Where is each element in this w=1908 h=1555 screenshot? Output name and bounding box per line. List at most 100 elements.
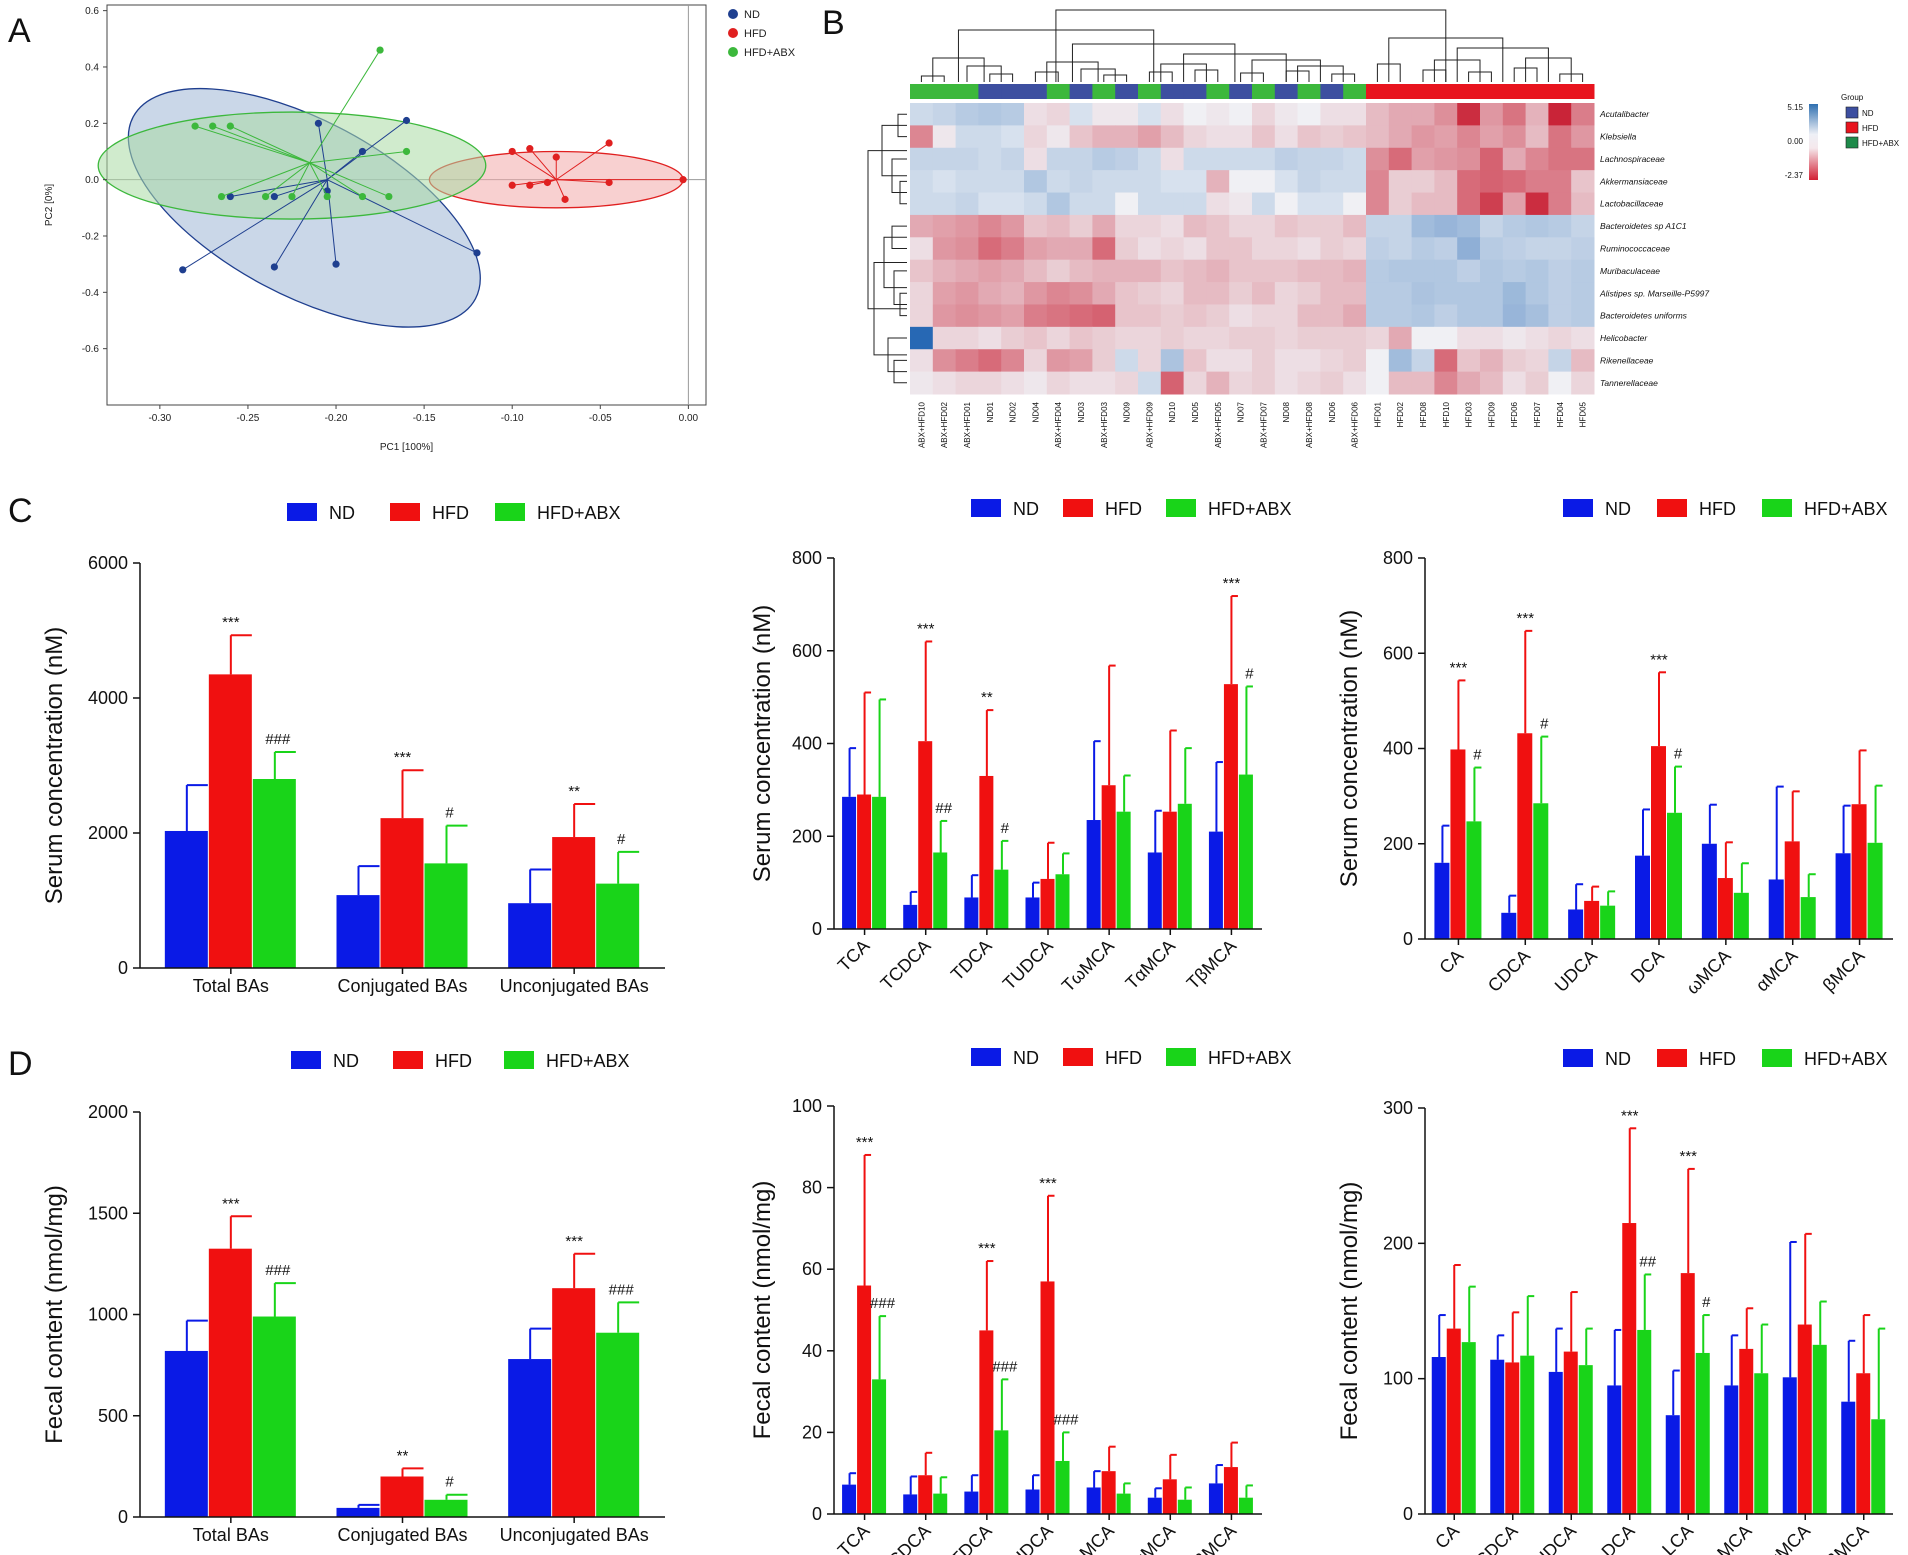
- xtick-label: TCA: [834, 1521, 874, 1555]
- ytick-label: 100: [1383, 1369, 1413, 1389]
- bar-hfd: [1680, 1273, 1695, 1514]
- bar-hfd-abx: [1055, 1460, 1070, 1514]
- legend-swatch: [291, 1051, 321, 1069]
- heatmap-cell: [1024, 237, 1048, 261]
- heatmap-col-label: ABX+HFD05: [1214, 401, 1223, 448]
- heatmap-cell: [1343, 170, 1367, 194]
- heatmap-cell: [1252, 326, 1276, 350]
- pca-spoke: [317, 123, 328, 180]
- legend-swatch: [1563, 499, 1593, 517]
- bar-hfd-abx: [1238, 774, 1253, 929]
- xtick-label: Unconjugated BAs: [500, 1525, 649, 1545]
- bar-nd: [1086, 820, 1101, 929]
- pca-point: [508, 181, 516, 189]
- pca-point: [552, 153, 560, 161]
- heatmap-cell: [1434, 214, 1458, 238]
- heatmap-col-label: ND01: [986, 401, 995, 422]
- heatmap-cell: [1001, 237, 1025, 261]
- heatmap-cell: [1343, 192, 1367, 216]
- bar-hfd: [1622, 1223, 1637, 1514]
- heatmap-cell: [1252, 103, 1276, 126]
- significance-label: ***: [394, 749, 412, 766]
- heatmap-legend-label: ND: [1862, 109, 1874, 118]
- heatmap-legend-label: HFD+ABX: [1862, 139, 1900, 148]
- significance-label: **: [397, 1447, 409, 1464]
- pca-legend-marker: [728, 9, 738, 19]
- heatmap-cell: [1525, 125, 1549, 149]
- heatmap-cell: [1138, 125, 1162, 149]
- heatmap-cell: [955, 214, 979, 238]
- bar-hfd-abx: [1177, 1499, 1192, 1514]
- bar-nd: [1701, 843, 1717, 939]
- heatmap-cell: [1183, 214, 1207, 238]
- heatmap-cell: [1024, 170, 1048, 194]
- heatmap-col-label: ABX+HFD03: [1100, 401, 1109, 448]
- heatmap-cell: [1274, 349, 1299, 373]
- significance-label: ##: [935, 800, 952, 817]
- heatmap-cell: [932, 237, 957, 261]
- legend-label: HFD+ABX: [1804, 1049, 1888, 1069]
- panel-label-b: B: [822, 4, 845, 42]
- bar-hfd-abx: [596, 1332, 640, 1517]
- legend-label: HFD: [1105, 1048, 1142, 1068]
- significance-label: #: [1540, 716, 1549, 733]
- heatmap-cell: [1548, 192, 1572, 216]
- pca-spoke: [182, 179, 328, 271]
- bar-hfd: [380, 1476, 424, 1517]
- xtick-label: Conjugated BAs: [337, 1525, 467, 1545]
- heatmap-cell: [1160, 125, 1185, 149]
- heatmap-group-cell: [1252, 84, 1276, 99]
- heatmap-cell: [1297, 304, 1321, 328]
- heatmap-cell: [1024, 282, 1048, 305]
- heatmap-cell: [1343, 371, 1367, 395]
- heatmap-cell: [1366, 282, 1390, 305]
- heatmap-cell: [1297, 326, 1321, 350]
- significance-label: #: [445, 1474, 454, 1491]
- heatmap-cell: [1069, 170, 1093, 194]
- heatmap-cell: [1411, 125, 1435, 149]
- pca-ytick-label: 0.4: [85, 62, 99, 73]
- heatmap-cell: [1411, 237, 1435, 261]
- heatmap-cell: [1160, 282, 1185, 305]
- heatmap-group-cell: [910, 84, 934, 99]
- significance-label: ***: [978, 1240, 996, 1257]
- heatmap-cell: [1138, 147, 1162, 171]
- significance-label: ###: [609, 1281, 635, 1298]
- y-axis-title: Fecal content (nmol/mg): [1336, 1182, 1363, 1441]
- heatmap-cell: [1434, 282, 1458, 305]
- pca-point: [358, 192, 367, 201]
- significance-label: ##: [1639, 1253, 1656, 1270]
- heatmap-cell: [1183, 349, 1207, 373]
- heatmap-cell: [1366, 237, 1390, 261]
- heatmap-cell: [1411, 170, 1435, 194]
- heatmap-cell: [1388, 237, 1413, 261]
- legend-swatch: [1563, 1049, 1593, 1067]
- pca-ellipse-hfd-abx: [97, 111, 487, 220]
- heatmap-cell: [1024, 214, 1048, 238]
- heatmap-cell: [1160, 103, 1185, 126]
- xtick-label: TUDCA: [999, 1521, 1057, 1555]
- heatmap-cell: [1274, 125, 1299, 149]
- legend-swatch: [287, 503, 317, 521]
- significance-label: #: [1245, 665, 1254, 682]
- pca-point: [226, 192, 234, 201]
- pca-ytick-label: -0.6: [82, 344, 100, 355]
- heatmap-cell: [1434, 326, 1458, 350]
- heatmap-cell: [1434, 192, 1458, 216]
- heatmap-cell: [1388, 170, 1413, 194]
- heatmap-cell: [1001, 304, 1025, 328]
- significance-label: ###: [265, 731, 291, 748]
- serum-unconj-chart: ND HFD HFD+ABX *** # *** # *** #0 200 400 600 800 CA C…: [1336, 499, 1893, 998]
- heatmap-cell: [932, 326, 957, 350]
- heatmap-cell: [1525, 282, 1549, 305]
- heatmap-row-label: Alistipes sp. Marseille-P5997: [1599, 288, 1709, 298]
- heatmap-cell: [1046, 371, 1071, 395]
- heatmap-cell: [910, 170, 934, 194]
- heatmap-cell: [1480, 237, 1504, 261]
- heatmap-cell: [1092, 259, 1116, 283]
- bar-hfd-abx: [1055, 874, 1070, 929]
- bar-nd: [964, 897, 979, 929]
- xtick-label: TαMCA: [1122, 1521, 1180, 1555]
- heatmap-legend-title: Group: [1841, 93, 1864, 102]
- heatmap-cell: [1160, 147, 1185, 171]
